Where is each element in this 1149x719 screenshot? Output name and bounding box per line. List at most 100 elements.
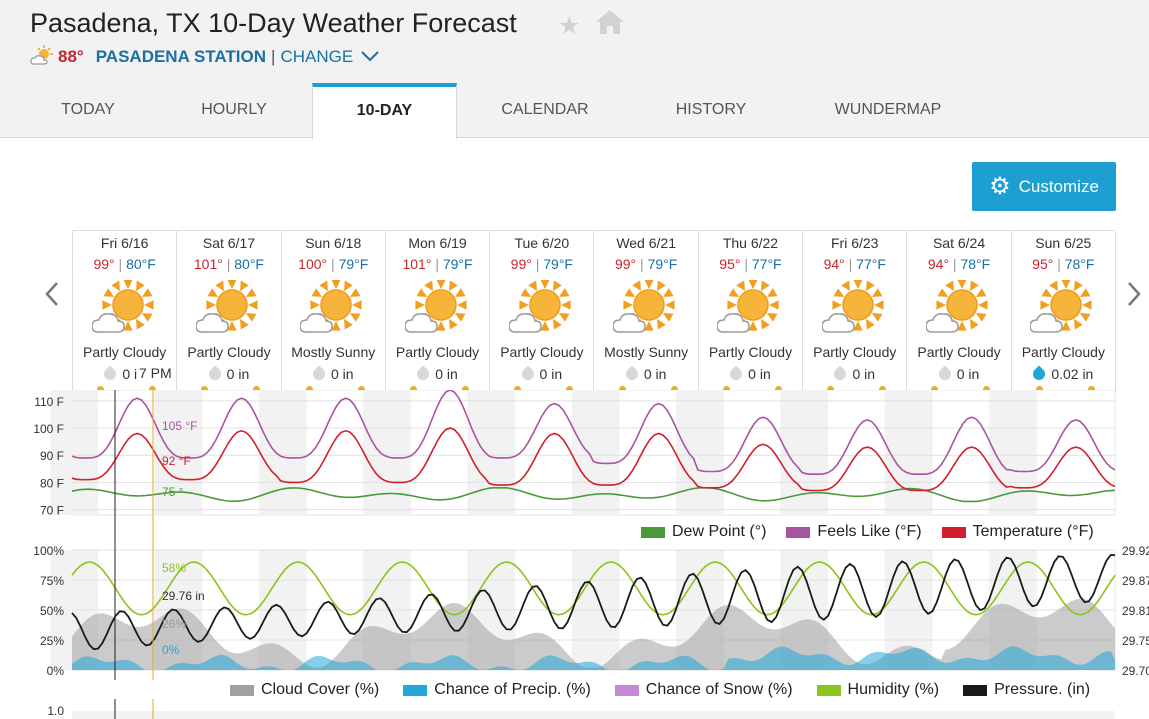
prev-arrow-icon[interactable] bbox=[44, 280, 60, 316]
raindrop-icon bbox=[936, 365, 954, 383]
raindrop-icon bbox=[414, 365, 432, 383]
day-card[interactable]: Fri 6/23 94° | 77°F Partly Cloudy 0 in bbox=[803, 231, 908, 392]
partly-cloudy-icon bbox=[508, 279, 575, 340]
day-precip: 0 in bbox=[803, 365, 906, 384]
partly-cloudy-icon bbox=[299, 279, 366, 340]
day-high: 94° bbox=[823, 256, 845, 272]
day-card[interactable]: Sun 6/25 95° | 78°F Partly Cloudy 0.02 in bbox=[1012, 231, 1116, 392]
day-temps: 101° | 79°F bbox=[402, 256, 473, 272]
y-tick-label: 90 F bbox=[40, 449, 64, 463]
day-card[interactable]: Wed 6/21 99° | 79°F Mostly Sunny 0 in bbox=[595, 231, 699, 392]
y-tick-label: 100% bbox=[33, 544, 64, 558]
day-condition: Partly Cloudy bbox=[83, 344, 167, 360]
night-band bbox=[258, 390, 307, 515]
temperature-line bbox=[71, 427, 1116, 492]
legend-pressure[interactable]: Pressure. (in) bbox=[994, 681, 1091, 698]
day-high: 94° bbox=[927, 256, 950, 272]
day-temps: 100° | 79°F bbox=[298, 256, 369, 272]
chevron-down-icon[interactable] bbox=[360, 47, 380, 67]
day-low: 77°F bbox=[856, 256, 886, 272]
sunset-icon bbox=[461, 386, 469, 390]
day-low: 79°F bbox=[442, 256, 473, 272]
day-low: 79°F bbox=[647, 256, 678, 272]
change-station-link[interactable]: CHANGE bbox=[280, 47, 354, 66]
day-card[interactable]: Fri 6/16 99° | 80°F Partly Cloudy 0 in bbox=[73, 231, 178, 392]
day-date: Sat 6/24 bbox=[932, 235, 986, 251]
day-precip: 0 in bbox=[907, 365, 1010, 384]
raindrop-icon bbox=[727, 365, 745, 383]
station-bar: 88° PASADENA STATION | CHANGE bbox=[30, 44, 380, 71]
day-high: 101° bbox=[193, 256, 223, 272]
partly-cloudy-icon bbox=[195, 279, 262, 340]
day-low: 79°F bbox=[338, 256, 369, 272]
raindrop-icon bbox=[831, 365, 849, 383]
precip-amount-chart[interactable]: 1.0 bbox=[0, 699, 1149, 719]
pressure-swatch bbox=[963, 684, 988, 696]
day-card[interactable]: Sat 6/17 101° | 80°F Partly Cloudy 0 in bbox=[177, 231, 282, 392]
temperature-swatch bbox=[941, 526, 966, 538]
tab-10-day[interactable]: 10-DAY bbox=[312, 83, 457, 139]
y-tick-label: 25% bbox=[40, 634, 64, 648]
y-tick-label: 1.0 bbox=[47, 704, 64, 718]
temp-legend: Dew Point (°) Feels Like (°F) Temperatur… bbox=[641, 523, 1094, 541]
station-name[interactable]: PASADENA STATION bbox=[95, 47, 267, 66]
day-temps: 95° | 78°F bbox=[1032, 256, 1095, 272]
customize-button[interactable]: ⚙ Customize bbox=[972, 162, 1116, 211]
day-card[interactable]: Sun 6/18 100° | 79°F Mostly Sunny 0 in bbox=[282, 231, 386, 392]
legend-feels-like[interactable]: Feels Like (°F) bbox=[817, 523, 922, 540]
tab-bar: TODAY HOURLY 10-DAY CALENDAR HISTORY WUN… bbox=[0, 83, 1149, 139]
precip-area bbox=[72, 646, 1115, 670]
day-card[interactable]: Thu 6/22 95° | 77°F Partly Cloudy 0 in bbox=[699, 231, 804, 392]
legend-cloud-cover[interactable]: Cloud Cover (%) bbox=[261, 681, 380, 698]
home-icon[interactable] bbox=[595, 8, 625, 43]
raindrop-icon bbox=[1030, 365, 1048, 383]
day-card[interactable]: Tue 6/20 99° | 79°F Partly Cloudy 0 in bbox=[490, 231, 595, 392]
tab-wundermap[interactable]: WUNDERMAP bbox=[834, 101, 942, 118]
day-card[interactable]: Sat 6/24 94° | 78°F Partly Cloudy 0 in bbox=[907, 231, 1012, 392]
tab-history[interactable]: HISTORY bbox=[675, 101, 747, 118]
day-high: 100° bbox=[298, 256, 328, 272]
tab-calendar[interactable]: CALENDAR bbox=[501, 101, 589, 118]
day-date: Sun 6/25 bbox=[1035, 235, 1092, 251]
day-precip-amount: 0 in bbox=[435, 366, 458, 382]
day-precip-amount: 0 in bbox=[226, 366, 250, 382]
tab-hourly[interactable]: HOURLY bbox=[201, 101, 267, 118]
legend-precip[interactable]: Chance of Precip. (%) bbox=[434, 681, 591, 698]
sun-indicators bbox=[1012, 384, 1115, 390]
day-precip: 0 in bbox=[177, 365, 280, 384]
page-header: Pasadena, TX 10-Day Weather Forecast ★ 8… bbox=[0, 0, 1149, 139]
humidity-pressure-chart[interactable]: 100% 29.92 75% 29.87 50% 29.81 25% 29.75 0% 29.70… bbox=[0, 540, 1149, 680]
plot-area bbox=[72, 711, 1115, 719]
hover-value-cloud-cover: 26% bbox=[162, 617, 186, 631]
next-arrow-icon[interactable] bbox=[1126, 280, 1142, 316]
day-high: 99° bbox=[93, 256, 115, 272]
day-low: 77°F bbox=[751, 256, 782, 272]
legend-humidity[interactable]: Humidity (%) bbox=[847, 681, 940, 698]
day-precip: 0.02 in bbox=[1012, 365, 1115, 384]
partly-cloudy-icon bbox=[30, 44, 54, 71]
day-low: 78°F bbox=[960, 256, 991, 272]
partly-cloudy-icon bbox=[403, 279, 471, 340]
sunrise-icon bbox=[931, 386, 939, 390]
day-date: Mon 6/19 bbox=[408, 235, 467, 251]
day-condition: Partly Cloudy bbox=[500, 344, 584, 360]
day-precip-amount: 0 in bbox=[956, 366, 980, 382]
day-card[interactable]: Mon 6/19 101° | 79°F Partly Cloudy 0 in bbox=[386, 231, 491, 392]
star-icon[interactable]: ★ bbox=[558, 12, 581, 40]
y2-tick-label: 29.70 bbox=[1122, 664, 1149, 678]
legend-snow[interactable]: Chance of Snow (%) bbox=[645, 681, 793, 698]
raindrop-icon bbox=[206, 365, 224, 383]
legend-dew-point[interactable]: Dew Point (°) bbox=[672, 523, 767, 540]
sun-indicators bbox=[282, 384, 385, 390]
day-condition: Partly Cloudy bbox=[708, 344, 793, 360]
tab-today[interactable]: TODAY bbox=[61, 101, 115, 118]
partly-cloudy-icon bbox=[820, 279, 888, 340]
sunset-icon bbox=[774, 386, 782, 390]
night-band bbox=[363, 390, 411, 515]
sun-indicators bbox=[386, 384, 489, 390]
legend-temperature[interactable]: Temperature (°F) bbox=[972, 523, 1094, 540]
sun-indicators bbox=[595, 384, 698, 390]
y-tick-label: 50% bbox=[40, 604, 64, 618]
day-high: 99° bbox=[510, 256, 532, 272]
temperature-chart[interactable]: 110 F 100 F 90 F 80 F 70 F 105 °F 92 °F 75 ° bbox=[0, 390, 1149, 540]
